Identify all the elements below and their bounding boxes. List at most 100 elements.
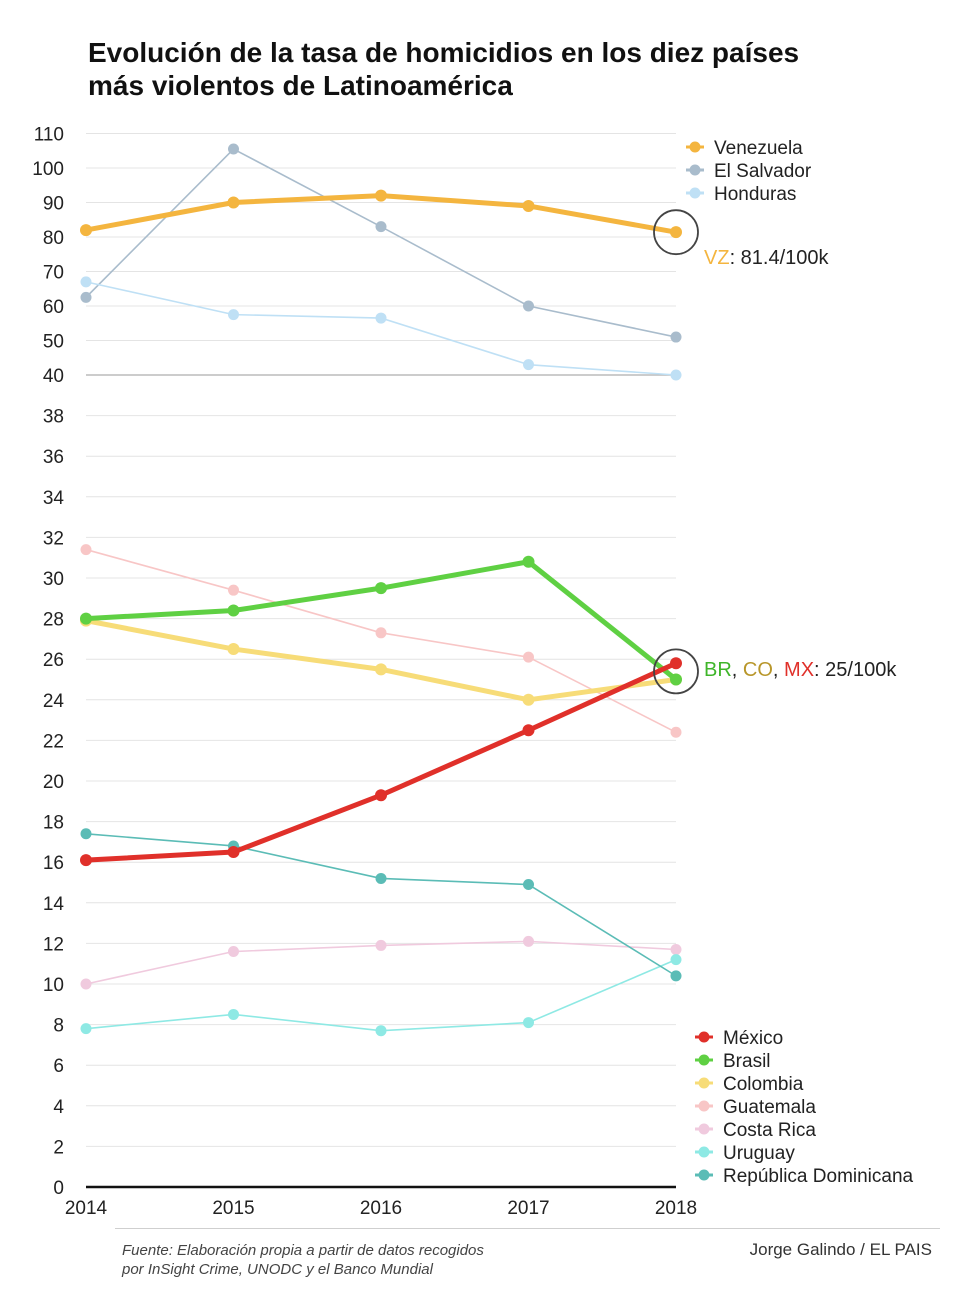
series-line-brasil (85, 559, 678, 682)
highlight-ring-br-co-mx (653, 648, 699, 695)
y-tick-30: 30 (43, 569, 64, 590)
x-tick-2015: 2015 (212, 1198, 254, 1219)
point-el-salvador-2017 (523, 300, 534, 312)
series-brasil (80, 555, 682, 686)
legend-label-mexico: México (723, 1028, 783, 1049)
series-uruguay (80, 954, 682, 1037)
series-guatemala (80, 544, 682, 738)
point-honduras-2016 (375, 312, 387, 324)
point-colombia-2016 (375, 663, 387, 676)
point-colombia-2017 (522, 693, 535, 706)
point-venezuela-2018 (670, 226, 682, 239)
annotation-brcomx-part-0: BR (704, 659, 732, 681)
y-tick-2: 2 (53, 1137, 64, 1158)
series-line-el-salvador (85, 148, 677, 338)
point-costa-rica-2014 (80, 978, 92, 990)
legend-swatch-dot (698, 1123, 710, 1135)
series-republica-dominicana (80, 828, 682, 982)
legend-label-brasil: Brasil (723, 1051, 771, 1072)
point-guatemala-2014 (80, 544, 92, 556)
y-axis-tick-labels: 0246810121416182022242628303234363840506… (32, 125, 64, 1200)
point-republica-dominicana-2016 (375, 872, 387, 884)
legend-item-el-salvador: El Salvador (686, 161, 812, 182)
legend-swatch-dot (698, 1031, 710, 1043)
y-tick-0: 0 (53, 1178, 64, 1199)
legend-item-venezuela: Venezuela (686, 138, 803, 159)
y-tick-8: 8 (53, 1016, 64, 1037)
y-tick-12: 12 (43, 934, 64, 955)
legend-swatch-dot (689, 187, 701, 199)
annotation-brcomx-part-2: CO (743, 659, 773, 681)
legend-item-brasil: Brasil (695, 1051, 771, 1072)
y-tick-10: 10 (43, 975, 64, 996)
series-venezuela (80, 189, 682, 239)
y-tick-6: 6 (53, 1056, 64, 1077)
point-republica-dominicana-2018 (670, 970, 682, 982)
annotation-vz-part-1: : 81.4/100k (730, 247, 830, 269)
point-costa-rica-2015 (228, 946, 239, 958)
point-venezuela-2016 (375, 189, 387, 202)
point-honduras-2018 (670, 369, 682, 381)
y-tick-14: 14 (43, 894, 65, 915)
point-venezuela-2017 (522, 199, 535, 212)
point-el-salvador-2016 (375, 221, 387, 233)
legend-label-colombia: Colombia (723, 1074, 804, 1095)
series-el-salvador (80, 143, 682, 343)
point-brasil-2016 (375, 582, 387, 595)
y-tick-4: 4 (53, 1097, 64, 1118)
legend-label-republica-dominicana: República Dominicana (723, 1166, 914, 1187)
point-guatemala-2016 (375, 627, 387, 639)
point-guatemala-2015 (228, 584, 239, 596)
y-tick-38: 38 (43, 407, 64, 428)
point-costa-rica-2018 (670, 943, 682, 955)
point-republica-dominicana-2017 (523, 879, 534, 891)
legend-swatch-dot (689, 164, 701, 176)
legend-swatch-dot (698, 1100, 710, 1112)
y-tick-80: 80 (43, 228, 64, 249)
legend-item-uruguay: Uruguay (695, 1143, 795, 1164)
annotations: VZ: 81.4/100k BR, CO, MX: 25/100k (704, 247, 897, 681)
y-tick-34: 34 (43, 488, 65, 509)
highlight-circles (653, 209, 699, 695)
point-mexico-2017 (522, 724, 535, 737)
y-tick-24: 24 (43, 691, 65, 712)
x-tick-2016: 2016 (360, 1198, 402, 1219)
source-line-2: por InSight Crime, UNODC y el Banco Mund… (122, 1261, 433, 1278)
legend-label-costa-rica: Costa Rica (723, 1120, 816, 1141)
chart-title-line-1: Evolución de la tasa de homicidios en lo… (88, 37, 800, 68)
y-tick-22: 22 (43, 731, 64, 752)
point-brasil-2015 (227, 604, 240, 617)
point-guatemala-2017 (523, 651, 534, 663)
legend-swatch-dot (698, 1146, 710, 1158)
annotation-brcomx-part-1: , (732, 659, 743, 681)
y-tick-100: 100 (32, 159, 64, 180)
legend-label-el-salvador: El Salvador (714, 161, 812, 182)
point-republica-dominicana-2014 (80, 828, 92, 840)
point-uruguay-2017 (523, 1017, 534, 1029)
point-uruguay-2015 (228, 1008, 239, 1020)
y-tick-32: 32 (43, 528, 64, 549)
x-tick-2018: 2018 (655, 1198, 697, 1219)
y-tick-50: 50 (43, 332, 64, 353)
point-mexico-2015 (227, 846, 240, 859)
y-tick-26: 26 (43, 650, 64, 671)
annotation-vz: VZ: 81.4/100k (704, 247, 830, 269)
point-uruguay-2014 (80, 1023, 92, 1035)
legend-swatch-dot (698, 1054, 710, 1066)
legend-item-costa-rica: Costa Rica (695, 1120, 816, 1141)
legend-label-honduras: Honduras (714, 184, 796, 205)
annotation-brcomx-part-5: : 25/100k (814, 659, 897, 681)
y-tick-60: 60 (43, 297, 64, 318)
highlight-ring-vz (653, 209, 699, 256)
point-honduras-2017 (523, 359, 534, 371)
legend-item-honduras: Honduras (686, 184, 796, 205)
legend-item-mexico: México (695, 1028, 783, 1049)
x-tick-2017: 2017 (507, 1198, 549, 1219)
y-tick-110: 110 (34, 125, 64, 146)
legend-item-republica-dominicana: República Dominicana (695, 1166, 914, 1187)
point-mexico-2016 (375, 789, 387, 802)
point-uruguay-2016 (375, 1025, 387, 1037)
series-lines (80, 143, 682, 1037)
y-tick-90: 90 (43, 194, 64, 215)
